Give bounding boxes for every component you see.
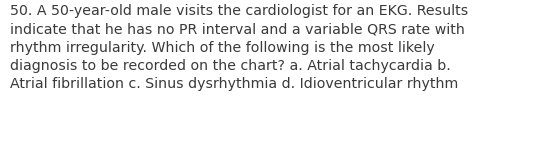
Text: 50. A 50-year-old male visits the cardiologist for an EKG. Results
indicate that: 50. A 50-year-old male visits the cardio…: [10, 4, 468, 91]
